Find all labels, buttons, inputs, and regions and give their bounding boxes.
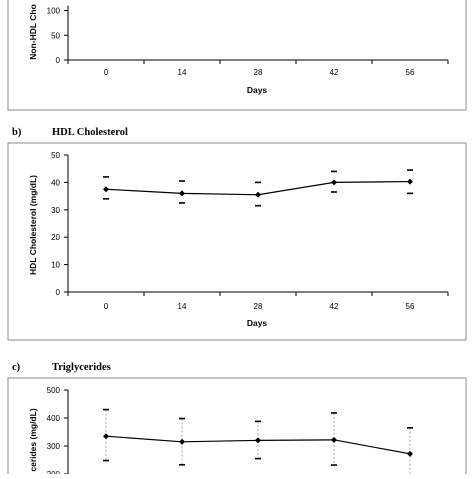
x-axis-label: Days	[247, 318, 268, 328]
y-tick-label: 30	[51, 206, 60, 215]
x-tick-label: 0	[104, 68, 109, 77]
y-tick-label: 50	[51, 31, 60, 40]
x-tick-label: 0	[104, 302, 109, 311]
panel-title-b: HDL Cholesterol	[52, 127, 128, 138]
axes: 200 300 400 500	[47, 386, 413, 479]
y-tick-label: 200	[47, 470, 61, 474]
x-tick-label: 56	[406, 68, 415, 77]
y-tick-label: 50	[51, 151, 60, 160]
panel-label-c: c)	[12, 362, 21, 373]
y-axis-label: HDL Cholesterol (mg/dL)	[28, 175, 38, 275]
y-tick-label: 40	[51, 178, 60, 187]
x-tick-label: 28	[254, 68, 263, 77]
data-point	[103, 186, 109, 193]
panel-non-hdl: Non-HDL Cho 0 50 100 0 14 28 42 56 Days	[7, 0, 467, 111]
data-point	[255, 437, 261, 444]
x-tick-label: 14	[178, 68, 187, 77]
x-tick-label: 14	[178, 302, 187, 311]
data-point	[407, 450, 413, 457]
y-tick-label: 400	[47, 414, 61, 423]
data-point	[103, 433, 109, 440]
x-axis-label: Days	[247, 85, 268, 95]
data-point	[255, 191, 261, 198]
y-tick-label: 10	[51, 261, 60, 270]
x-tick-label: 28	[254, 302, 263, 311]
panel-frame	[7, 0, 467, 111]
panel-frame	[7, 377, 467, 479]
x-tick-label: 42	[330, 68, 339, 77]
panel-hdl: HDL Cholesterol (mg/dL) 0 10 20 30 40 50 0 14 28…	[7, 142, 467, 341]
data-point	[331, 436, 337, 443]
panel-label-b: b)	[12, 127, 22, 138]
x-tick-label: 56	[406, 302, 415, 311]
data-point	[407, 178, 413, 185]
panel-triglycerides: cerides (mg/dL) 200 300 400 500	[7, 377, 467, 479]
axes: 0 10 20 30 40 50 0 14 28 42 56	[51, 151, 449, 311]
y-tick-label: 0	[56, 56, 61, 65]
y-axis-label: cerides (mg/dL)	[28, 408, 38, 471]
y-axis-label: Non-HDL Cho	[28, 4, 38, 60]
data-point	[179, 438, 185, 445]
y-tick-label: 0	[56, 288, 61, 297]
y-tick-label: 500	[47, 386, 61, 395]
data-point	[179, 190, 185, 197]
panel-title-c: Triglycerides	[52, 362, 111, 373]
data-point	[331, 179, 337, 186]
y-tick-label: 100	[47, 7, 61, 16]
axes: 0 50 100 0 14 28 42 56	[47, 5, 449, 77]
y-tick-label: 20	[51, 233, 60, 242]
x-tick-label: 42	[330, 302, 339, 311]
panel-frame	[7, 142, 467, 341]
y-tick-label: 300	[47, 442, 61, 451]
